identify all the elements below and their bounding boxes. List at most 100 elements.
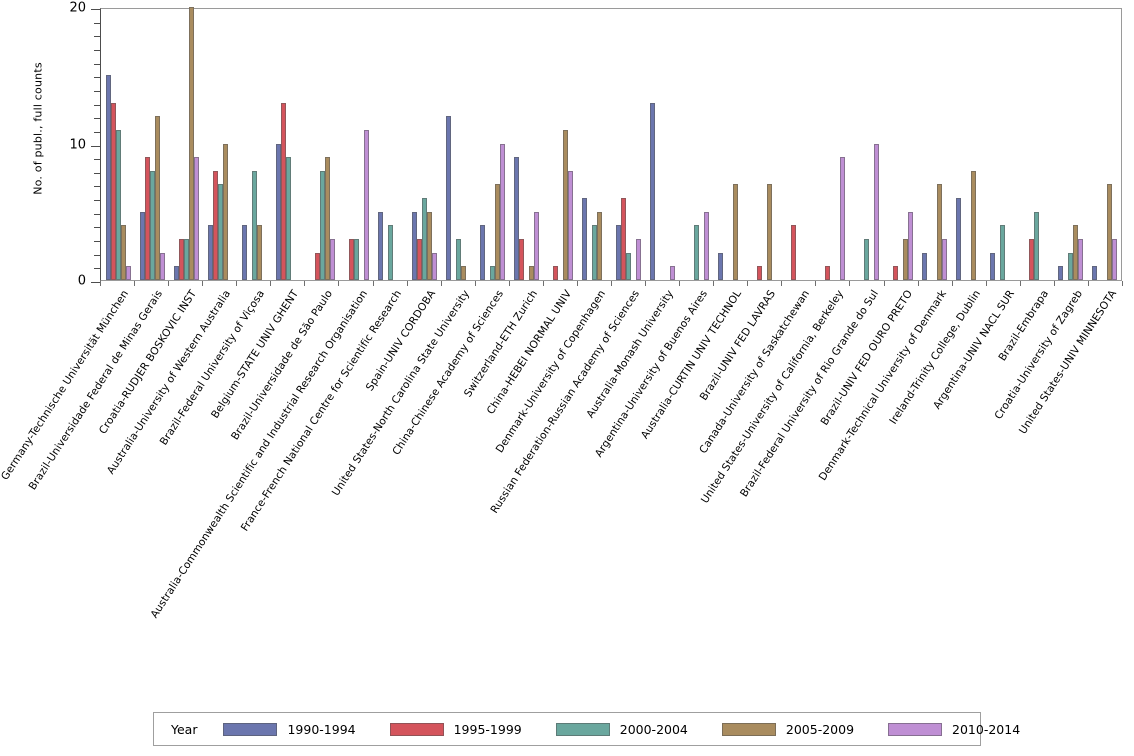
bar <box>1028 239 1034 280</box>
x-tick <box>236 281 238 286</box>
bar <box>669 266 675 280</box>
bar <box>222 143 228 280</box>
bar <box>732 184 738 280</box>
y-major-tick <box>91 282 101 283</box>
bar <box>1077 239 1083 280</box>
bar <box>562 129 568 280</box>
x-tick <box>747 281 749 286</box>
bar-group <box>611 9 645 280</box>
y-tick-label: 20 <box>69 0 86 16</box>
bar <box>411 211 417 280</box>
legend-item[interactable]: 2010-2014 <box>888 722 1020 737</box>
bar <box>902 239 908 280</box>
x-tick-label-text: Brazil-Universidade Federal de Minas Ger… <box>26 288 166 493</box>
bar <box>703 211 709 280</box>
bar <box>139 211 145 280</box>
x-tick-label: France-French National Centre for Scient… <box>238 288 403 534</box>
bar-group <box>645 9 679 280</box>
bar <box>105 75 111 280</box>
y-minor-tick <box>94 90 101 92</box>
x-tick-label: Germany-Technische Universität München <box>0 288 131 482</box>
legend-item[interactable]: 1995-1999 <box>389 722 522 737</box>
bar <box>1067 252 1073 280</box>
legend-label: 2000-2004 <box>619 721 688 737</box>
bar <box>110 102 116 280</box>
bar-group <box>713 9 747 280</box>
bar-group <box>475 9 509 280</box>
bar <box>528 266 534 280</box>
y-minor-tick <box>94 36 101 38</box>
bar <box>717 252 723 280</box>
bar <box>955 198 961 280</box>
bar-group <box>441 9 475 280</box>
bar <box>445 116 451 280</box>
y-minor-tick <box>94 268 101 270</box>
legend-item[interactable]: 2000-2004 <box>555 721 688 737</box>
legend-items: 1990-1994 1995-1999 2000-2004 2005-2009 2010… <box>223 722 1054 737</box>
y-minor-tick <box>94 63 101 65</box>
bar <box>1072 225 1078 280</box>
y-minor-tick <box>94 118 101 120</box>
x-tick-label-text: France-French National Centre for Scient… <box>238 288 404 534</box>
y-minor-tick <box>94 49 101 51</box>
bar-group <box>1019 9 1053 280</box>
legend-item[interactable]: 1990-1994 <box>223 721 356 737</box>
bar-group <box>679 9 713 280</box>
x-tick <box>406 281 408 286</box>
bar-group <box>781 9 815 280</box>
bar <box>839 157 845 280</box>
x-tick <box>1053 281 1055 286</box>
bar <box>353 239 359 280</box>
x-tick <box>611 281 612 286</box>
legend-swatch <box>389 722 444 736</box>
legend-swatch <box>555 722 610 736</box>
bar <box>649 102 655 280</box>
bar <box>188 7 194 280</box>
bar <box>766 184 772 280</box>
y-minor-tick <box>94 186 101 188</box>
bar <box>921 252 927 280</box>
y-major-tick <box>91 145 101 147</box>
y-minor-tick <box>94 254 101 256</box>
legend-swatch <box>223 722 278 736</box>
bar-group <box>305 9 339 280</box>
x-tick <box>270 281 272 286</box>
bar <box>144 157 150 280</box>
x-tick <box>168 281 170 286</box>
bar <box>907 211 913 280</box>
x-tick <box>679 281 681 286</box>
x-tick <box>883 281 885 286</box>
x-tick <box>576 281 578 286</box>
bar-group <box>849 9 883 280</box>
bar <box>533 211 539 280</box>
legend-item[interactable]: 2005-2009 <box>721 722 854 737</box>
bar <box>256 225 262 280</box>
x-tick-label: Denmark-Technical University of Denmark <box>816 288 948 483</box>
x-tick <box>1087 281 1089 286</box>
x-tick <box>645 281 647 286</box>
bar <box>620 198 626 280</box>
bar <box>494 184 500 280</box>
bar <box>173 266 179 280</box>
y-minor-tick <box>94 241 101 243</box>
x-tick <box>951 281 953 286</box>
bar <box>499 143 505 280</box>
bar <box>591 225 597 280</box>
bar <box>251 170 257 280</box>
bar-group <box>271 9 305 280</box>
bar <box>693 225 699 280</box>
bar <box>377 211 383 280</box>
x-tick <box>713 281 715 286</box>
x-tick <box>849 281 851 286</box>
legend-label: 2010-2014 <box>952 721 1021 737</box>
bar <box>207 225 213 280</box>
bar <box>567 170 573 280</box>
x-tick <box>372 281 374 286</box>
bar <box>999 225 1005 280</box>
bar <box>1111 239 1117 280</box>
legend-label: 1990-1994 <box>287 721 356 737</box>
legend-swatch <box>888 722 943 736</box>
bar-group <box>169 7 203 280</box>
bar <box>596 211 602 280</box>
bar <box>615 225 621 280</box>
